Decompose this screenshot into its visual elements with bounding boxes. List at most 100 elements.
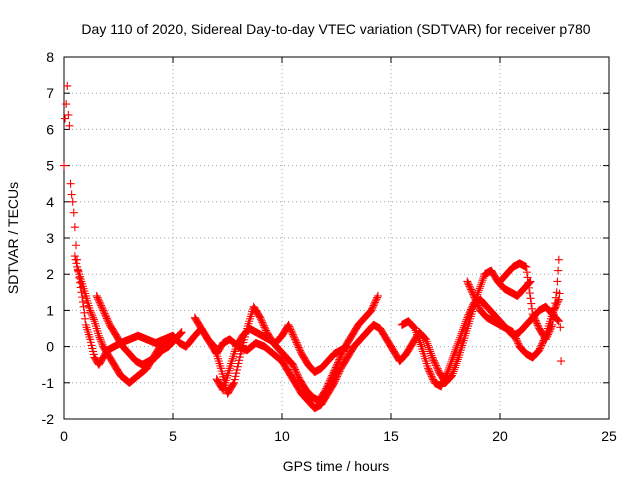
data-point bbox=[474, 303, 483, 312]
data-point bbox=[234, 359, 243, 368]
data-point bbox=[328, 369, 337, 378]
data-point bbox=[513, 337, 522, 346]
data-point bbox=[258, 318, 267, 327]
data-point bbox=[533, 321, 542, 330]
data-point bbox=[331, 363, 340, 372]
data-point bbox=[322, 384, 331, 393]
data-point bbox=[423, 339, 432, 348]
data-point bbox=[432, 363, 441, 372]
data-point bbox=[546, 324, 555, 333]
data-point bbox=[416, 340, 425, 349]
data-point bbox=[455, 335, 464, 344]
data-point bbox=[293, 371, 302, 380]
data-point bbox=[529, 311, 538, 320]
data-point bbox=[447, 357, 456, 366]
data-point bbox=[67, 190, 76, 199]
data-point bbox=[458, 327, 467, 336]
data-point bbox=[232, 365, 241, 374]
data-point bbox=[463, 313, 472, 322]
data-point bbox=[512, 336, 521, 345]
data-point bbox=[463, 277, 472, 286]
data-point bbox=[232, 369, 241, 378]
data-point bbox=[290, 363, 299, 372]
series-track-b bbox=[70, 252, 177, 387]
data-point bbox=[373, 291, 382, 300]
data-point bbox=[474, 301, 483, 310]
data-point bbox=[95, 298, 104, 307]
data-point bbox=[557, 357, 566, 366]
data-point bbox=[438, 379, 447, 388]
x-tick-label: 15 bbox=[383, 428, 399, 444]
series-track-h bbox=[496, 255, 566, 366]
data-point bbox=[451, 345, 460, 354]
data-point bbox=[528, 310, 537, 319]
data-point bbox=[439, 377, 448, 386]
data-point bbox=[176, 329, 185, 338]
data-point bbox=[97, 338, 106, 347]
data-point bbox=[95, 333, 104, 342]
data-point bbox=[470, 293, 479, 302]
series-track-c bbox=[92, 291, 186, 369]
data-point bbox=[469, 291, 478, 300]
data-point bbox=[445, 363, 454, 372]
data-point bbox=[424, 365, 433, 374]
data-point bbox=[532, 318, 541, 327]
axis-ticks: 0 5 10 15 20 25 -2 -1 0 1 2 3 4 5 6 7 8 bbox=[42, 49, 617, 444]
data-point bbox=[472, 296, 481, 305]
data-point bbox=[96, 335, 105, 344]
data-point bbox=[321, 386, 330, 395]
data-point bbox=[208, 340, 217, 349]
series-track-e bbox=[212, 320, 352, 395]
data-point bbox=[414, 334, 423, 343]
data-point bbox=[477, 280, 486, 289]
data-point bbox=[524, 278, 533, 287]
data-point bbox=[424, 343, 433, 352]
data-point bbox=[456, 331, 465, 340]
data-point bbox=[66, 179, 75, 188]
data-point bbox=[477, 278, 486, 287]
data-point bbox=[467, 287, 476, 296]
data-point bbox=[86, 308, 95, 317]
data-point bbox=[290, 333, 299, 342]
data-point bbox=[543, 332, 552, 341]
data-point bbox=[429, 356, 438, 365]
y-tick-label: 7 bbox=[46, 85, 54, 101]
data-point bbox=[527, 304, 536, 313]
data-point bbox=[291, 365, 300, 374]
data-point bbox=[102, 312, 111, 321]
data-point bbox=[97, 337, 106, 346]
data-point bbox=[457, 329, 466, 338]
data-point bbox=[479, 274, 488, 283]
data-point bbox=[336, 353, 345, 362]
data-point bbox=[62, 100, 71, 109]
data-point bbox=[103, 316, 112, 325]
data-point bbox=[448, 355, 457, 364]
data-point bbox=[440, 375, 449, 384]
data-point bbox=[332, 373, 341, 382]
data-point bbox=[410, 324, 419, 333]
data-point bbox=[468, 288, 477, 297]
data-point bbox=[289, 362, 298, 371]
data-point bbox=[332, 361, 341, 370]
data-point bbox=[433, 364, 442, 373]
data-point bbox=[60, 161, 68, 170]
data-point bbox=[288, 328, 297, 337]
data-point bbox=[325, 376, 334, 385]
data-point bbox=[450, 347, 459, 356]
data-point bbox=[466, 283, 475, 292]
data-point bbox=[261, 324, 270, 333]
data-point bbox=[412, 328, 421, 337]
data-point bbox=[324, 379, 333, 388]
x-axis-label: GPS time / hours bbox=[283, 458, 390, 474]
data-point bbox=[458, 325, 467, 334]
data-point bbox=[464, 280, 473, 289]
y-tick-label: 1 bbox=[46, 302, 54, 318]
data-point bbox=[460, 321, 469, 330]
data-point bbox=[259, 320, 268, 329]
data-point bbox=[293, 340, 302, 349]
data-point bbox=[333, 372, 342, 381]
data-point bbox=[427, 351, 436, 360]
data-point bbox=[522, 268, 531, 277]
data-point bbox=[70, 252, 79, 261]
data-point bbox=[422, 337, 431, 346]
